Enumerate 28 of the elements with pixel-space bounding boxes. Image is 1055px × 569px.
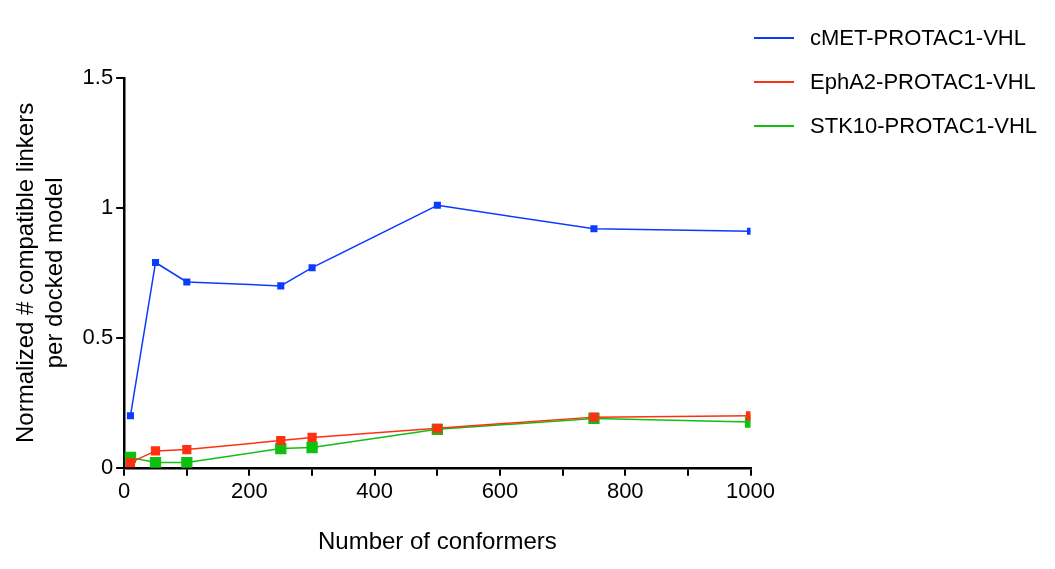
point: [150, 446, 161, 456]
point: [183, 278, 191, 286]
legend-label: STK10-PROTAC1-VHL: [810, 113, 1037, 139]
legend-label: cMET-PROTAC1-VHL: [810, 25, 1026, 51]
y-axis-title: Normalized # compatible linkers per docked model: [11, 102, 67, 443]
x-tick-label: 1000: [726, 478, 776, 504]
x-tick-label: 400: [356, 478, 394, 504]
point: [276, 435, 286, 446]
x-tick-label: 200: [231, 478, 268, 504]
x-tick-label: 600: [481, 478, 519, 504]
y-tick-label: 1.5: [82, 64, 114, 90]
y-tick-label: 0.5: [82, 323, 114, 349]
point: [151, 258, 160, 267]
point: [590, 225, 598, 233]
legend-label: EphA2-PROTAC1-VHL: [810, 69, 1036, 95]
point: [306, 441, 318, 454]
point: [277, 282, 285, 290]
point: [433, 201, 441, 209]
x-axis-title: Number of conformers: [317, 527, 557, 555]
point: [182, 445, 192, 455]
point: [307, 432, 317, 442]
y-tick-label: 1: [100, 194, 114, 219]
point: [126, 412, 134, 420]
x-tick-label: 0: [118, 478, 131, 504]
y-tick-label: 0: [100, 453, 114, 479]
point: [125, 458, 136, 468]
point: [308, 264, 316, 272]
x-tick-label: 800: [606, 478, 644, 504]
